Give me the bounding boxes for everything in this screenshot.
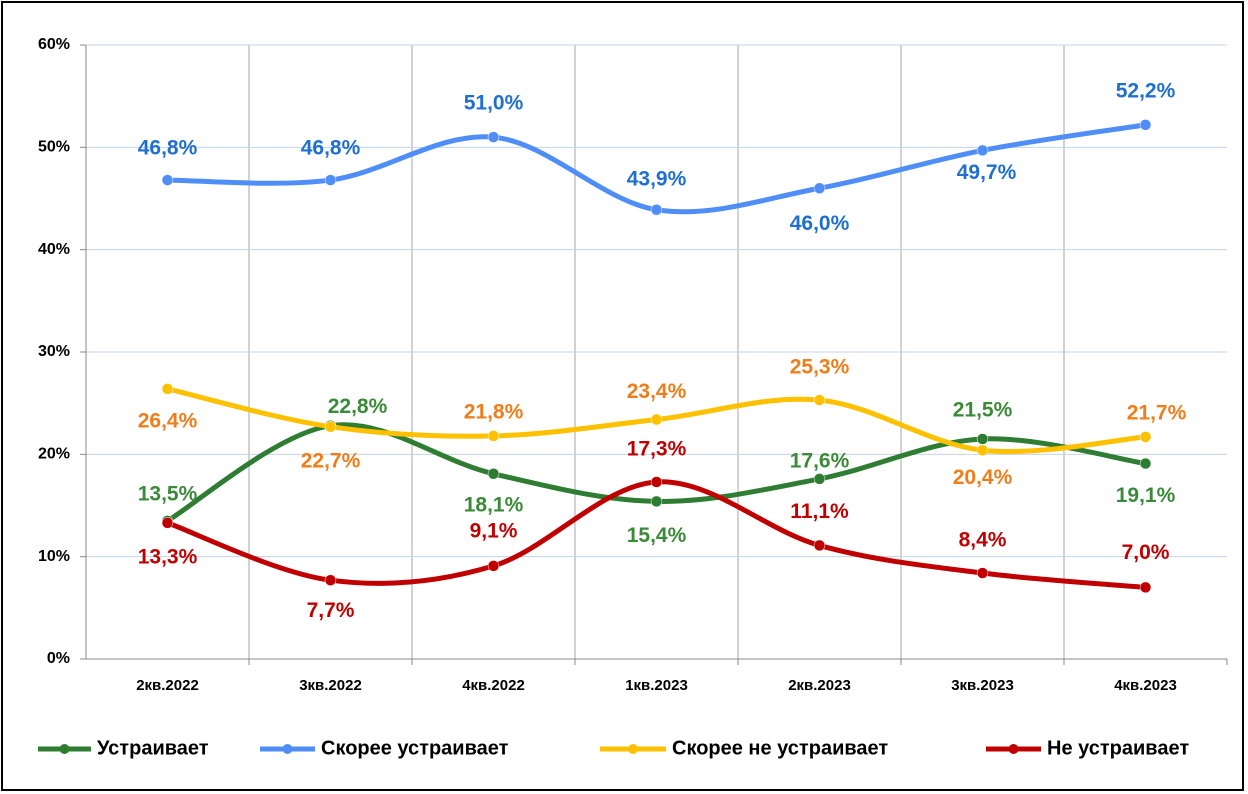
x-tick-label: 2кв.2022 [136, 677, 199, 694]
data-label: 9,1% [470, 519, 518, 542]
data-label: 15,4% [627, 524, 687, 547]
point-marker [976, 144, 989, 157]
y-tick-label: 30% [38, 343, 70, 360]
point-marker [976, 444, 989, 456]
data-label: 19,1% [1116, 484, 1176, 507]
x-tick-label: 4кв.2022 [462, 677, 525, 694]
data-label: 21,5% [953, 399, 1013, 422]
y-tick-label: 0% [47, 650, 70, 667]
data-label: 43,9% [627, 167, 687, 190]
point-marker [487, 131, 500, 143]
legend-marker [282, 744, 293, 754]
point-marker [1139, 431, 1152, 443]
point-marker [976, 433, 989, 445]
point-marker [813, 182, 826, 195]
legend-label: Скорее устраивает [321, 737, 509, 759]
legend-label: Устраивает [97, 737, 209, 759]
point-marker [487, 468, 500, 480]
data-label: 18,1% [464, 493, 524, 516]
point-marker [1139, 581, 1152, 594]
point-marker [161, 517, 174, 529]
data-label: 46,8% [138, 137, 198, 160]
data-label: 26,4% [138, 409, 198, 432]
point-marker [1139, 457, 1152, 470]
x-tick-label: 3кв.2022 [299, 677, 362, 694]
point-marker [324, 574, 337, 586]
point-marker [324, 420, 337, 433]
point-marker [161, 383, 174, 395]
data-label: 23,4% [627, 380, 687, 403]
data-label: 13,5% [138, 482, 198, 505]
data-label: 51,0% [464, 92, 524, 115]
data-label: 46,0% [790, 212, 850, 235]
data-label: 8,4% [959, 529, 1007, 552]
data-label: 22,8% [328, 395, 388, 418]
point-marker [1139, 119, 1152, 131]
data-label: 11,1% [790, 500, 849, 523]
legend-label: Не устраивает [1047, 737, 1189, 759]
y-tick-label: 50% [38, 139, 70, 156]
data-label: 25,3% [790, 356, 850, 379]
data-label: 13,3% [138, 545, 198, 568]
data-label: 46,8% [301, 137, 361, 160]
y-tick-label: 20% [38, 446, 70, 463]
point-marker [976, 567, 989, 579]
data-label: 21,8% [464, 400, 524, 423]
x-tick-label: 3кв.2023 [951, 677, 1014, 694]
legend-label: Скорее не устраивает [672, 737, 888, 759]
x-tick-label: 4кв.2023 [1114, 677, 1177, 694]
legend-marker [628, 744, 638, 754]
y-tick-label: 60% [38, 36, 70, 53]
y-tick-label: 40% [38, 241, 70, 258]
legend-marker [59, 744, 70, 754]
point-marker [487, 560, 500, 572]
data-label: 52,2% [1116, 79, 1176, 102]
point-marker [324, 174, 337, 186]
data-label: 22,7% [301, 449, 361, 472]
data-label: 17,3% [627, 438, 687, 461]
data-label: 49,7% [957, 161, 1017, 184]
x-tick-label: 2кв.2023 [788, 677, 851, 694]
point-marker [650, 495, 663, 508]
x-tick-label: 1кв.2023 [625, 677, 688, 694]
point-marker [813, 473, 826, 485]
data-label: 7,0% [1122, 541, 1170, 564]
point-marker [161, 174, 174, 186]
legend-marker [1008, 744, 1019, 754]
point-marker [487, 430, 500, 442]
data-label: 21,7% [1127, 401, 1187, 424]
point-marker [650, 476, 663, 488]
data-label: 17,6% [790, 449, 850, 472]
point-marker [650, 204, 663, 216]
data-label: 7,7% [307, 599, 355, 622]
data-label: 20,4% [953, 466, 1013, 489]
point-marker [813, 394, 826, 406]
point-marker [650, 413, 663, 426]
point-marker [813, 539, 826, 552]
y-tick-label: 10% [38, 548, 70, 565]
